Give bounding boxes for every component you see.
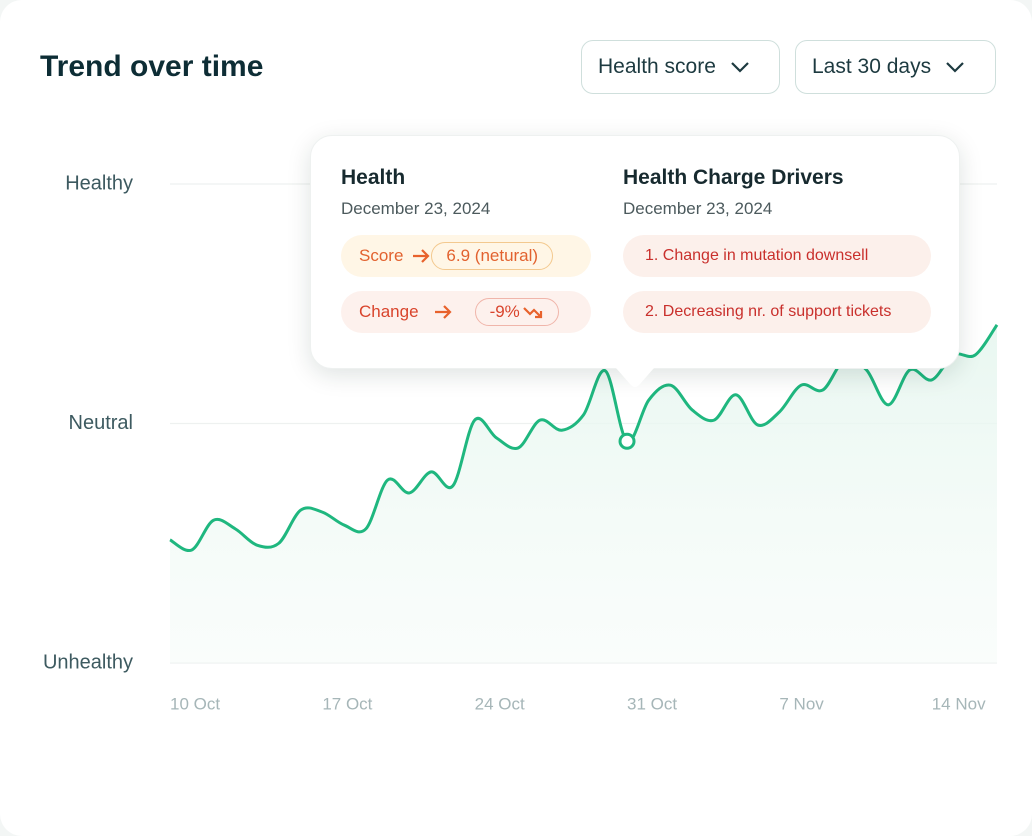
tooltip-date: December 23, 2024 — [341, 199, 491, 218]
down-trend-icon — [523, 307, 542, 319]
y-tick-label: Unhealthy — [43, 651, 133, 673]
x-tick-label: 14 Nov — [932, 694, 986, 713]
score-row: Score 6.9 (netural) — [341, 235, 591, 277]
dropdown-label: Last 30 days — [812, 55, 932, 78]
x-tick-label: 31 Oct — [627, 694, 677, 713]
arrow — [413, 249, 430, 263]
x-tick-label: 24 Oct — [475, 694, 525, 713]
tooltip-date: December 23, 2024 — [623, 199, 773, 218]
chevron — [946, 62, 964, 73]
row-label: Change — [359, 302, 419, 321]
change-row: Change -9% — [341, 291, 591, 333]
change-value: -9% — [489, 302, 520, 321]
chevron — [731, 62, 749, 73]
area — [170, 324, 997, 663]
tooltip-title: Health Charge Drivers — [623, 166, 844, 189]
y-tick-label: Healthy — [65, 172, 133, 194]
driver-item: 1. Change in mutation downsell — [623, 235, 931, 277]
driver-item: 2. Decreasing nr. of support tickets — [623, 291, 931, 333]
row-value: -9% — [474, 298, 559, 326]
x-tick-label: 7 Nov — [779, 694, 824, 713]
range-dropdown[interactable]: Last 30 days — [795, 40, 996, 94]
row-label: Score — [359, 246, 404, 265]
y-tick-label: Neutral — [69, 412, 133, 434]
chart-title: Trend over time — [40, 50, 264, 83]
tooltip: Health December 23, 2024 Score 6.9 (netu… — [310, 135, 960, 369]
tooltip-title: Health — [341, 166, 406, 189]
selected-point — [618, 432, 636, 450]
x-tick-label: 10 Oct — [170, 694, 220, 713]
row-value: 6.9 (netural) — [431, 242, 554, 270]
x-tick-label: 17 Oct — [322, 694, 372, 713]
dropdown-label: Health score — [598, 55, 716, 78]
arrow — [434, 305, 452, 319]
metric-dropdown[interactable]: Health score — [581, 40, 780, 94]
